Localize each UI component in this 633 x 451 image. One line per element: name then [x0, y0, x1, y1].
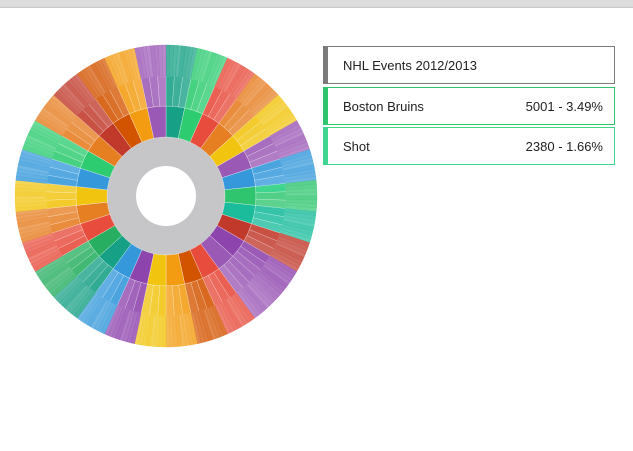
sunburst-team-segment[interactable] — [15, 202, 111, 243]
sunburst-team-segment[interactable] — [53, 73, 132, 157]
sunburst-team-segment[interactable] — [53, 235, 132, 319]
sunburst-team-segment[interactable] — [22, 120, 116, 178]
breadcrumb-event-value: 2380 - 1.66% — [525, 138, 603, 154]
sunburst-team-segment[interactable] — [165, 253, 198, 348]
sunburst-team-segment[interactable] — [77, 243, 143, 335]
sunburst-team-segment[interactable] — [200, 235, 279, 319]
window-top-bar — [0, 0, 633, 8]
sunburst-team-segment[interactable] — [200, 73, 279, 157]
sunburst-team-segment[interactable] — [224, 180, 318, 212]
breadcrumb-root-label: NHL Events 2012/2013 — [343, 57, 477, 73]
breadcrumb-event-label: Shot — [343, 138, 370, 154]
sunburst-team-segment[interactable] — [15, 149, 111, 190]
sunburst-team-segment[interactable] — [209, 94, 297, 167]
sunburst-team-segment[interactable] — [134, 44, 167, 139]
breadcrumb-team-label: Boston Bruins — [343, 98, 424, 114]
sunburst-detail-arc[interactable] — [165, 315, 171, 348]
sunburst-team-segment[interactable] — [221, 149, 317, 190]
sunburst-team-segment[interactable] — [104, 48, 154, 143]
sunburst-chart[interactable] — [0, 30, 320, 360]
sunburst-team-segment[interactable] — [189, 57, 255, 149]
breadcrumb-root[interactable]: NHL Events 2012/2013 — [323, 46, 615, 84]
sunburst-team-segment[interactable] — [178, 48, 228, 143]
sunburst-team-segment[interactable] — [189, 243, 255, 335]
sunburst-event-arc[interactable] — [45, 191, 77, 201]
sunburst-team-segment[interactable] — [14, 180, 108, 212]
sunburst-detail-arc[interactable] — [161, 44, 167, 77]
sunburst-team-segment[interactable] — [178, 249, 228, 344]
sunburst-team-segment[interactable] — [221, 202, 317, 243]
sunburst-team-segment[interactable] — [165, 44, 198, 139]
breadcrumb-team-value: 5001 - 3.49% — [525, 98, 603, 114]
sunburst-event-arc[interactable] — [255, 191, 287, 201]
sunburst-team-segment[interactable] — [22, 214, 116, 272]
sunburst-team-segment[interactable] — [35, 94, 123, 167]
sunburst-team-segment[interactable] — [216, 214, 310, 272]
sunburst-team-segment[interactable] — [77, 57, 143, 149]
sunburst-team-segment[interactable] — [35, 225, 123, 298]
sunburst-detail-arc[interactable] — [14, 195, 47, 201]
sunburst-team-segment[interactable] — [104, 249, 154, 344]
sunburst-detail-arc[interactable] — [285, 191, 318, 197]
breadcrumb-event[interactable]: Shot 2380 - 1.66% — [323, 127, 615, 165]
sunburst-center-hole — [136, 166, 196, 226]
sunburst-team-segment[interactable] — [134, 253, 167, 348]
breadcrumb-team[interactable]: Boston Bruins 5001 - 3.49% — [323, 87, 615, 125]
